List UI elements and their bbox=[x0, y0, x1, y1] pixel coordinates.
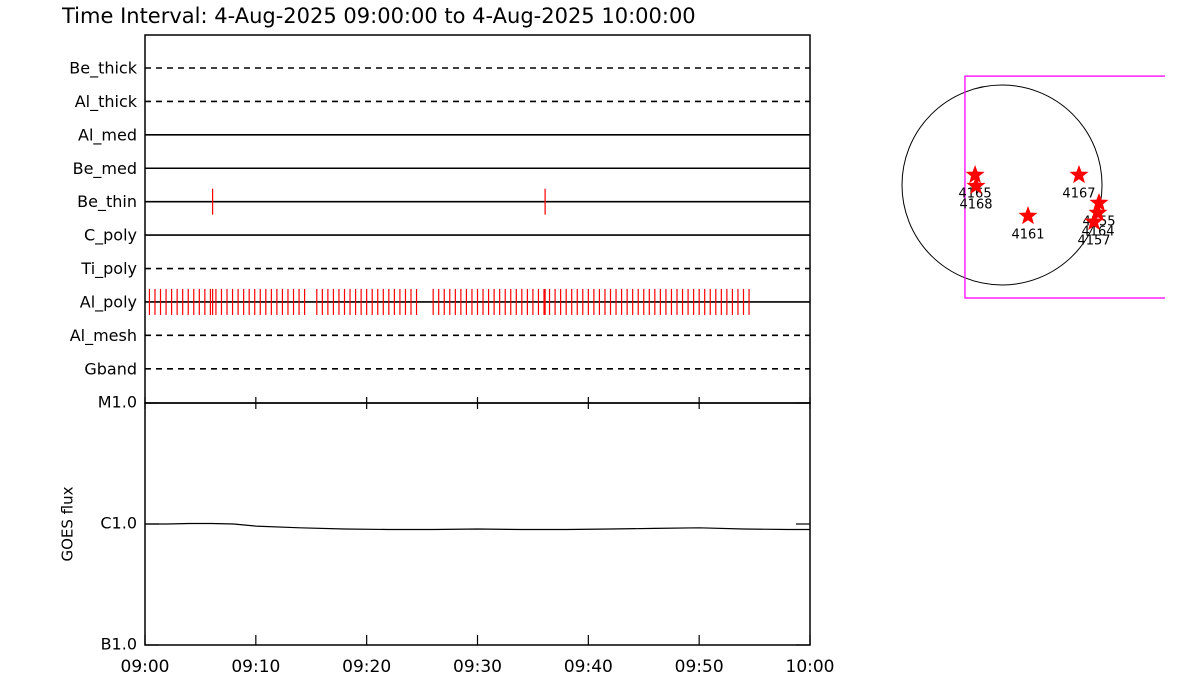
filter-label: Al_poly bbox=[80, 292, 137, 312]
active-region-star bbox=[1084, 211, 1104, 230]
goes-line bbox=[145, 522, 810, 531]
filter-label: Gband bbox=[84, 359, 137, 378]
filter-label: Be_thin bbox=[77, 192, 137, 212]
filter-label: Ti_poly bbox=[80, 259, 137, 279]
x-tick-label: 09:00 bbox=[121, 657, 170, 677]
filter-label: Al_mesh bbox=[70, 326, 137, 346]
x-tick-label: 09:30 bbox=[453, 657, 502, 677]
y-tick-label: M1.0 bbox=[98, 393, 137, 412]
chart-title: Time Interval: 4-Aug-2025 09:00:00 to 4-… bbox=[61, 4, 696, 28]
map: 4165416841674161415541644157 bbox=[901, 75, 1165, 299]
active-region-label: 4161 bbox=[1011, 228, 1044, 243]
active-region-star bbox=[1089, 193, 1109, 212]
x-tick-label: 10:00 bbox=[786, 657, 835, 677]
active-region-star bbox=[1088, 203, 1108, 222]
filter-label: Be_med bbox=[73, 159, 137, 179]
active-region-star bbox=[965, 165, 985, 184]
y-tick-label: C1.0 bbox=[100, 514, 137, 533]
x-tick-label: 09:40 bbox=[564, 657, 613, 677]
filter-label: Al_thick bbox=[75, 92, 138, 112]
active-region-label: 4157 bbox=[1077, 233, 1110, 248]
active-region-label: 4165 bbox=[959, 187, 992, 202]
active-region-star bbox=[1069, 165, 1089, 184]
filter-label: Be_thick bbox=[69, 59, 137, 79]
active-region-star bbox=[966, 176, 986, 195]
x-tick-label: 09:10 bbox=[231, 657, 280, 677]
solar-disk bbox=[901, 84, 1103, 286]
active-region-label: 4168 bbox=[959, 198, 992, 213]
filter-label: C_poly bbox=[84, 226, 137, 246]
active-region-label: 4167 bbox=[1062, 187, 1095, 202]
x-tick-label: 09:50 bbox=[675, 657, 724, 677]
active-region-star bbox=[1018, 206, 1038, 225]
field-of-view bbox=[964, 75, 1165, 299]
y-tick-label: B1.0 bbox=[101, 635, 137, 654]
filter-label: Al_med bbox=[78, 125, 137, 145]
y-axis-label: GOES flux bbox=[59, 486, 77, 561]
x-tick-label: 09:20 bbox=[342, 657, 391, 677]
